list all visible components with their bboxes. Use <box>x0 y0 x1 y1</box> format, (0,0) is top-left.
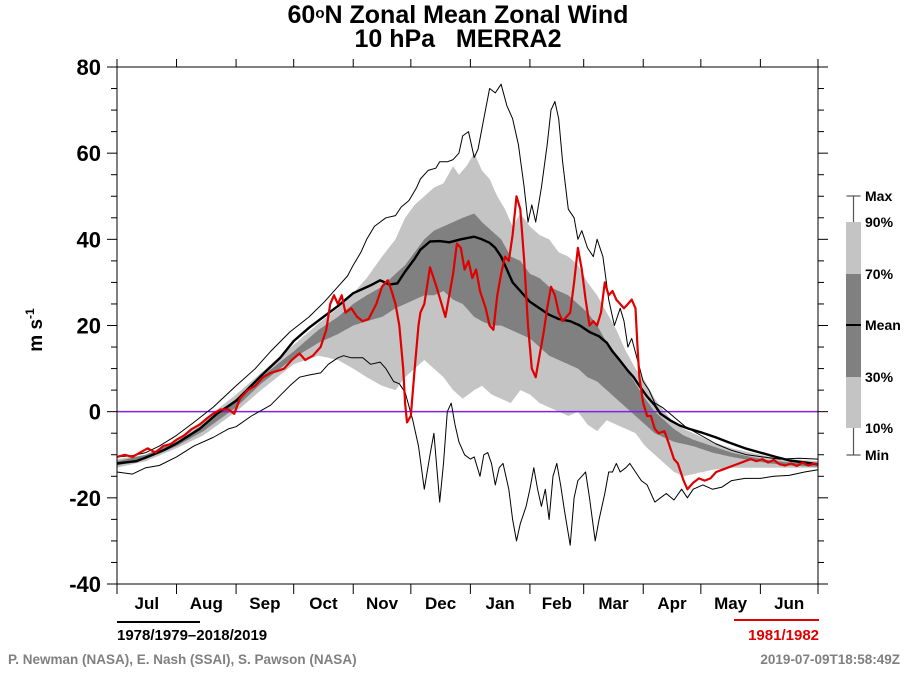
chart-subtitle: 10 hPa MERRA2 <box>354 25 562 53</box>
title-rest: N Zonal Mean Zonal Wind <box>324 1 629 29</box>
title-lat: 60 <box>287 1 316 29</box>
credit-timestamp: 2019-07-09T18:58:49Z <box>760 652 900 667</box>
y-tick-label: -20 <box>69 486 101 511</box>
y-axis-unit: m s <box>26 319 47 352</box>
x-tick-label: Jun <box>774 594 804 613</box>
degree-symbol: o <box>315 5 325 22</box>
legend-label: Mean <box>865 317 901 333</box>
min-line <box>116 355 819 546</box>
y-axis-exponent: -1 <box>23 308 37 319</box>
highlight-period-label: 1981/1982 <box>748 627 819 644</box>
y-axis-label: m s-1 <box>23 308 47 352</box>
x-tick-label: Aug <box>190 594 223 613</box>
legend: Max 90% 70% Mean 30% 10% Min <box>846 188 901 463</box>
max-line <box>116 83 819 460</box>
band-layer <box>117 153 818 477</box>
y-tick-label: 40 <box>77 227 101 252</box>
x-tick-label: Feb <box>542 594 572 613</box>
legend-label: Min <box>865 447 889 463</box>
highlight-line-1981-1982 <box>116 195 819 491</box>
x-tick-label: Nov <box>366 594 399 613</box>
y-tick-label: 20 <box>77 314 101 339</box>
band-10-90 <box>117 153 818 477</box>
x-tick-label: Dec <box>425 594 456 613</box>
mean-line <box>116 235 819 466</box>
y-tick-label: -40 <box>69 572 101 597</box>
chart-title: 60oN Zonal Mean Zonal Wind <box>0 3 916 28</box>
legend-label: 30% <box>865 369 894 385</box>
x-tick-label: Sep <box>249 594 280 613</box>
x-tick-label: Jul <box>134 594 159 613</box>
legend-label: 10% <box>865 420 894 436</box>
x-tick-label: Apr <box>657 594 687 613</box>
climatology-period-label: 1978/1979–2018/2019 <box>117 627 267 644</box>
y-tick-label: 0 <box>89 400 101 425</box>
legend-label: 70% <box>865 266 894 282</box>
y-tick-label: 80 <box>77 55 101 80</box>
credit-authors: P. Newman (NASA), E. Nash (SSAI), S. Paw… <box>8 652 357 667</box>
axes-layer: 80 60 40 20 0 -20 -40 Jul Aug Sep Oct Nov Dec Jan Feb M… <box>23 55 828 644</box>
x-tick-label: May <box>714 594 748 613</box>
line-layer <box>116 83 819 546</box>
x-tick-label: Mar <box>598 594 629 613</box>
x-tick-label: Jan <box>486 594 515 613</box>
y-tick-label: 60 <box>77 141 101 166</box>
x-tick-label: Oct <box>309 594 338 613</box>
legend-label: 90% <box>865 214 894 230</box>
legend-label: Max <box>865 188 892 204</box>
